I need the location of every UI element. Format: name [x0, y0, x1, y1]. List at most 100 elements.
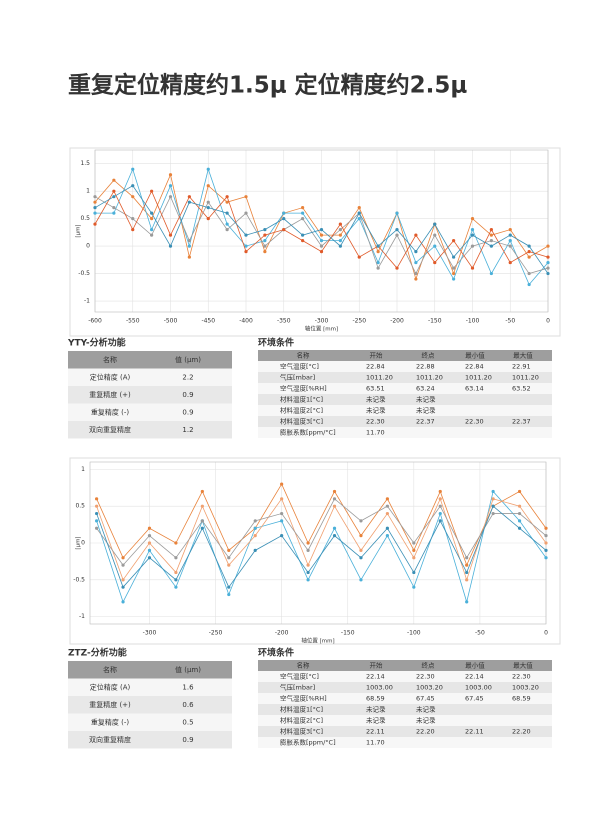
data-point	[150, 217, 154, 221]
data-point	[131, 184, 135, 188]
data-point	[357, 255, 361, 259]
x-tick-label: -300	[315, 318, 329, 325]
table-cell: 膨胀系数[ppm/°C]	[280, 738, 336, 747]
y-axis-title: [μm]	[76, 536, 82, 549]
x-tick-label: -500	[164, 318, 178, 325]
table-cell: 0.6	[182, 701, 194, 709]
table-cell: 1003.00	[366, 684, 393, 692]
table-row-bg	[258, 704, 552, 715]
table-row-bg	[68, 386, 232, 404]
data-point	[131, 167, 135, 171]
data-point	[174, 570, 178, 575]
data-point	[253, 519, 257, 523]
table-header: 名称	[103, 665, 117, 674]
data-point	[253, 534, 257, 538]
data-point	[93, 206, 97, 210]
table-header: 值 (μm)	[175, 355, 201, 364]
table-cell: 材料温度3[°C]	[280, 417, 323, 426]
table-row-bg	[258, 405, 552, 416]
table-cell: 0.9	[182, 408, 193, 416]
table-header: 最小值	[465, 351, 485, 360]
x-tick-label: 0	[546, 318, 550, 325]
data-point	[227, 592, 231, 597]
data-point	[150, 233, 154, 237]
data-point	[438, 504, 442, 508]
data-point	[452, 239, 456, 243]
data-point	[332, 489, 337, 494]
x-tick-label: -100	[466, 318, 480, 325]
table-cell: 1003.20	[512, 684, 539, 692]
table-cell: 1003.00	[465, 684, 492, 692]
data-point	[338, 239, 342, 243]
data-point	[412, 541, 416, 545]
data-point	[95, 519, 99, 523]
table-row-bg	[258, 372, 552, 383]
x-tick-label: -250	[352, 318, 366, 325]
data-point	[147, 534, 152, 538]
x-tick-label: -200	[275, 630, 289, 637]
section-title: 环境条件	[258, 647, 294, 659]
data-point	[282, 228, 286, 232]
table-header: 名称	[297, 351, 311, 360]
data-point	[376, 244, 380, 248]
data-point	[225, 195, 229, 199]
data-point	[174, 541, 178, 545]
data-point	[508, 244, 512, 248]
data-point	[491, 497, 495, 501]
table-cell: 1011.20	[512, 374, 539, 382]
table-header-bg	[258, 350, 552, 361]
data-point	[395, 233, 399, 237]
data-point	[225, 222, 229, 226]
data-point	[433, 260, 437, 265]
table-cell: 双向重复精度	[89, 425, 131, 434]
data-point	[546, 255, 550, 259]
table-header: 开始	[370, 351, 384, 360]
data-point	[280, 497, 284, 501]
x-tick-label: -350	[277, 318, 291, 325]
table-row-bg	[258, 394, 552, 405]
data-point	[412, 548, 416, 552]
data-point	[306, 548, 310, 552]
data-point	[227, 563, 231, 567]
table-cell: 22.88	[416, 363, 435, 371]
data-point	[112, 195, 116, 199]
data-point	[244, 211, 248, 215]
data-point	[414, 233, 418, 237]
data-point	[433, 244, 437, 248]
table-row-bg	[68, 713, 232, 731]
table-cell: 1003.20	[416, 684, 443, 692]
data-point	[131, 195, 135, 199]
x-axis-title: 轴位置 [mm]	[301, 637, 334, 645]
data-point	[227, 585, 231, 589]
data-point	[121, 556, 125, 560]
data-point	[546, 266, 550, 270]
table-cell: 材料温度1[°C]	[280, 395, 323, 404]
data-point	[93, 222, 97, 226]
data-point	[489, 244, 493, 248]
data-point	[319, 233, 324, 237]
y-tick-label: 0	[86, 243, 90, 250]
data-point	[244, 233, 248, 237]
x-tick-label: -400	[239, 318, 253, 325]
section-title: 环境条件	[258, 337, 294, 349]
data-point	[206, 217, 210, 221]
x-tick-label: -600	[88, 318, 102, 325]
data-point	[131, 217, 135, 221]
table-cell: 重复精度 (+)	[89, 390, 131, 399]
data-point	[319, 228, 324, 232]
section-title: YTY-分析功能	[67, 337, 126, 349]
data-point	[385, 497, 389, 501]
table-cell: 未记录	[366, 406, 386, 415]
data-point	[465, 600, 469, 604]
table-cell: 63.52	[512, 385, 531, 393]
table-cell: 22.84	[366, 363, 385, 371]
data-point	[200, 519, 204, 523]
table-row-bg	[68, 731, 232, 749]
table-header: 最小值	[465, 661, 485, 670]
x-tick-label: -50	[475, 630, 485, 637]
y-tick-label: 0	[81, 540, 85, 547]
data-point	[147, 548, 152, 552]
x-tick-label: -150	[428, 318, 442, 325]
data-point	[150, 189, 154, 193]
y-tick-label: 1	[86, 188, 90, 195]
